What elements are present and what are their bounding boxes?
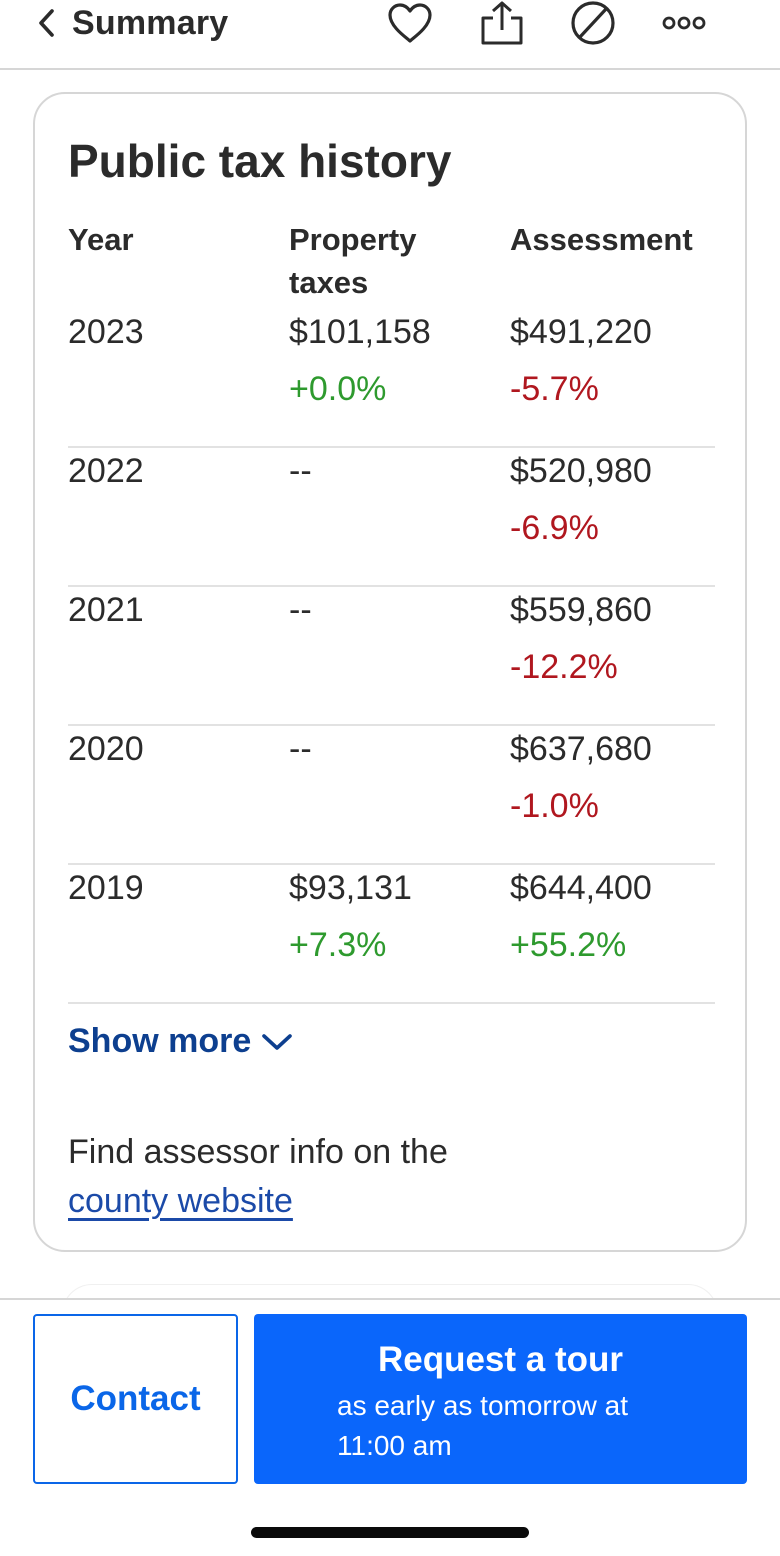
taxes-change: +7.3% xyxy=(289,926,387,964)
taxes-cell: -- xyxy=(289,452,312,490)
block-icon xyxy=(571,1,615,45)
assessment-cell: $491,220 xyxy=(510,313,652,351)
assessment-cell: $559,860 xyxy=(510,591,652,629)
top-nav-bar: Summary xyxy=(0,0,780,70)
contact-label: Contact xyxy=(70,1379,201,1418)
request-tour-button[interactable]: Request a tour as early as tomorrow at 1… xyxy=(254,1314,747,1484)
taxes-cell: $101,158 xyxy=(289,313,431,351)
share-icon xyxy=(481,1,523,45)
more-icon xyxy=(662,16,706,30)
taxes-cell: -- xyxy=(289,591,312,629)
taxes-column-header: Property taxes xyxy=(289,218,416,304)
table-row: 2019 $93,131 +7.3% $644,400 +55.2% xyxy=(68,865,715,1004)
share-button[interactable] xyxy=(478,0,526,46)
tax-history-card: Public tax history Year Property taxes A… xyxy=(33,92,747,1252)
taxes-header-line1: Property xyxy=(289,222,417,257)
table-row: 2020 -- $637,680 -1.0% xyxy=(68,726,715,865)
taxes-cell: $93,131 xyxy=(289,869,412,907)
year-cell: 2022 xyxy=(68,452,144,490)
chevron-left-icon xyxy=(39,9,54,37)
taxes-header-line2: taxes xyxy=(289,265,369,300)
bottom-action-bar: Contact Request a tour as early as tomor… xyxy=(0,1298,780,1556)
tour-title: Request a tour xyxy=(377,1340,624,1379)
home-indicator xyxy=(251,1527,529,1538)
year-cell: 2023 xyxy=(68,313,144,351)
assessment-change: -6.9% xyxy=(510,509,599,547)
assessment-column-header: Assessment xyxy=(510,222,693,257)
back-label: Summary xyxy=(72,3,229,42)
back-button[interactable]: Summary xyxy=(36,0,228,46)
heart-icon xyxy=(388,3,432,43)
hide-listing-button[interactable] xyxy=(569,0,617,46)
year-cell: 2021 xyxy=(68,591,144,629)
taxes-change: +0.0% xyxy=(289,370,387,408)
table-row: 2023 $101,158 +0.0% $491,220 -5.7% xyxy=(68,309,715,448)
assessment-change: -5.7% xyxy=(510,370,599,408)
county-website-link[interactable]: county website xyxy=(68,1182,293,1220)
taxes-cell: -- xyxy=(289,730,312,768)
show-more-button[interactable]: Show more xyxy=(68,1022,293,1061)
favorite-button[interactable] xyxy=(386,0,434,46)
assessment-cell: $637,680 xyxy=(510,730,652,768)
tour-subtitle: as early as tomorrow at 11:00 am xyxy=(337,1390,628,1461)
assessor-info: Find assessor info on the county website xyxy=(68,1128,448,1226)
assessment-change: -12.2% xyxy=(510,648,618,686)
section-title: Public tax history xyxy=(68,135,452,187)
more-options-button[interactable] xyxy=(660,0,708,46)
assessment-cell: $644,400 xyxy=(510,869,652,907)
assessment-cell: $520,980 xyxy=(510,452,652,490)
assessor-text: Find assessor info on the xyxy=(68,1133,448,1171)
chevron-down-icon xyxy=(262,1033,293,1050)
year-cell: 2019 xyxy=(68,869,144,907)
year-column-header: Year xyxy=(68,222,134,257)
show-more-label: Show more xyxy=(68,1022,252,1060)
table-row: 2021 -- $559,860 -12.2% xyxy=(68,587,715,726)
assessment-change: -1.0% xyxy=(510,787,599,825)
contact-button[interactable]: Contact xyxy=(33,1314,238,1484)
year-cell: 2020 xyxy=(68,730,144,768)
table-row: 2022 -- $520,980 -6.9% xyxy=(68,448,715,587)
assessment-change: +55.2% xyxy=(510,926,627,964)
